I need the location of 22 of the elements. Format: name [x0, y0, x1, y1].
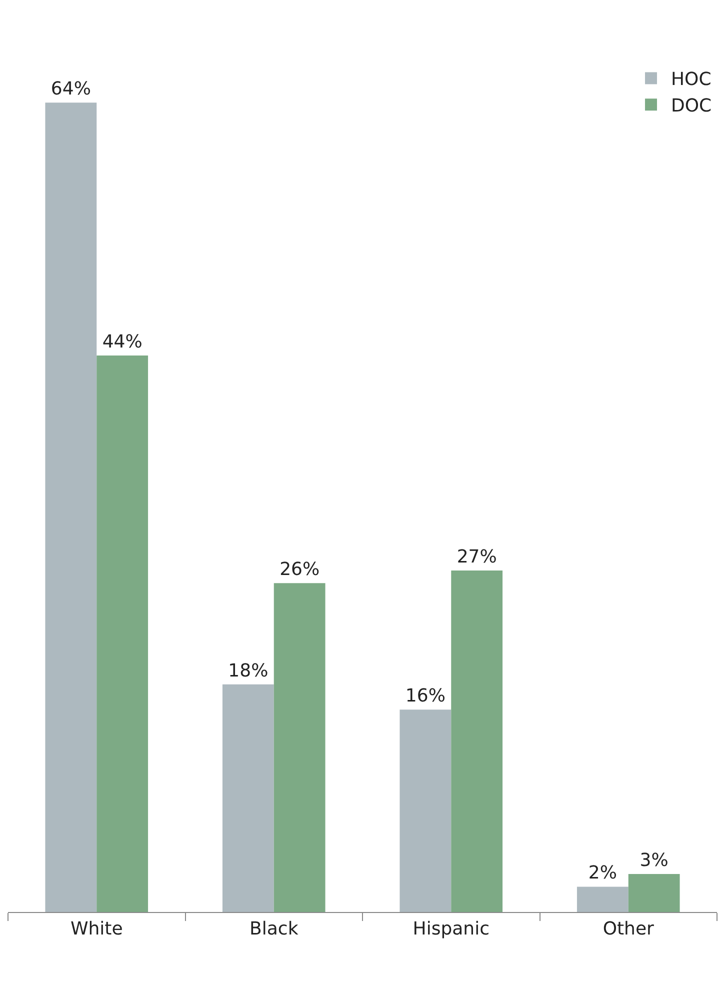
bar	[451, 570, 503, 912]
bar	[274, 583, 326, 912]
legend-label: DOC	[671, 96, 712, 117]
data-label: 26%	[280, 559, 320, 580]
bar	[576, 886, 628, 912]
bar	[222, 684, 274, 912]
data-label: 16%	[405, 686, 446, 707]
x-tick-label: Black	[250, 918, 299, 940]
data-label: 64%	[50, 78, 91, 100]
bar	[96, 356, 148, 912]
x-tick-label: Other	[602, 918, 655, 940]
data-label: 44%	[102, 332, 142, 353]
x-tick-label: Hispanic	[412, 918, 490, 940]
bar	[628, 874, 680, 912]
data-label: 2%	[588, 862, 617, 884]
bar	[400, 710, 452, 912]
x-tick-label: White	[70, 918, 123, 940]
legend-label: HOC	[671, 69, 712, 90]
data-label: 27%	[456, 546, 497, 568]
data-label: 3%	[640, 850, 668, 872]
bar	[45, 102, 97, 912]
data-label: 18%	[228, 660, 268, 682]
